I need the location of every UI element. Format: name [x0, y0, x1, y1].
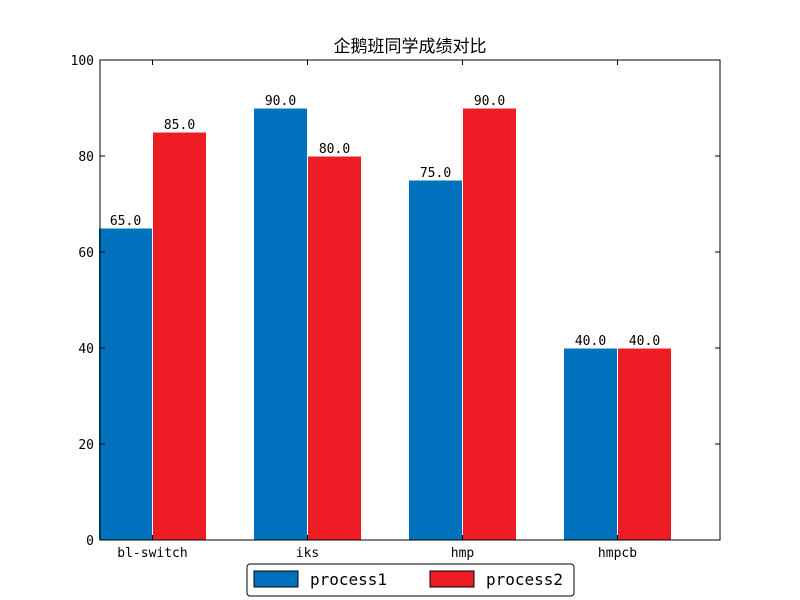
y-tick-label-0: 0: [86, 534, 94, 549]
y-tick-label-60: 60: [78, 246, 94, 261]
data-label-process1-hmpcb: 40.0: [575, 334, 606, 349]
x-tick-label-hmpcb: hmpcb: [598, 546, 637, 561]
data-label-process2-bl-switch: 85.0: [164, 118, 195, 133]
data-label-process2-iks: 80.0: [319, 142, 350, 157]
y-tick-label-40: 40: [78, 342, 94, 357]
legend: process1 process2: [246, 563, 575, 597]
data-label-process1-bl-switch: 65.0: [110, 214, 141, 229]
data-label-process2-hmpcb: 40.0: [629, 334, 660, 349]
y-tick-label-100: 100: [71, 54, 94, 69]
plot-area-frame: [99, 59, 721, 541]
bar-process2-iks: [307, 155, 362, 541]
legend-label-process2: process2: [486, 570, 563, 589]
bar-process1-hmp: [408, 179, 463, 541]
data-label-process1-iks: 90.0: [265, 94, 296, 109]
bar-process1-iks: [253, 107, 308, 541]
data-label-process1-hmp: 75.0: [420, 166, 451, 181]
legend-swatch-process1: [253, 570, 299, 588]
x-tick-label-iks: iks: [296, 546, 319, 561]
x-tick-label-bl-switch: bl-switch: [117, 546, 187, 561]
bar-process1-hmpcb: [563, 347, 618, 541]
legend-label-process1: process1: [310, 570, 387, 589]
bar-process2-hmp: [462, 107, 517, 541]
data-labels-group: 65.0 85.0 90.0 80.0 75.0 90.0 40.0 40.0: [110, 94, 660, 349]
axis-ticks-group: bl-switch iks hmp hmpcb 0 20 40 60 80 100: [71, 54, 720, 561]
bars-group: [98, 107, 672, 541]
y-tick-label-20: 20: [78, 438, 94, 453]
y-tick-label-80: 80: [78, 150, 94, 165]
bar-process1-bl-switch: [98, 227, 153, 541]
data-label-process2-hmp: 90.0: [474, 94, 505, 109]
chart-title: 企鹅班同学成绩对比: [334, 37, 487, 57]
bar-process2-bl-switch: [152, 131, 207, 541]
legend-frame: [246, 563, 575, 597]
x-tick-label-hmp: hmp: [451, 546, 475, 561]
bar-process2-hmpcb: [617, 347, 672, 541]
legend-swatch-process2: [429, 570, 475, 588]
